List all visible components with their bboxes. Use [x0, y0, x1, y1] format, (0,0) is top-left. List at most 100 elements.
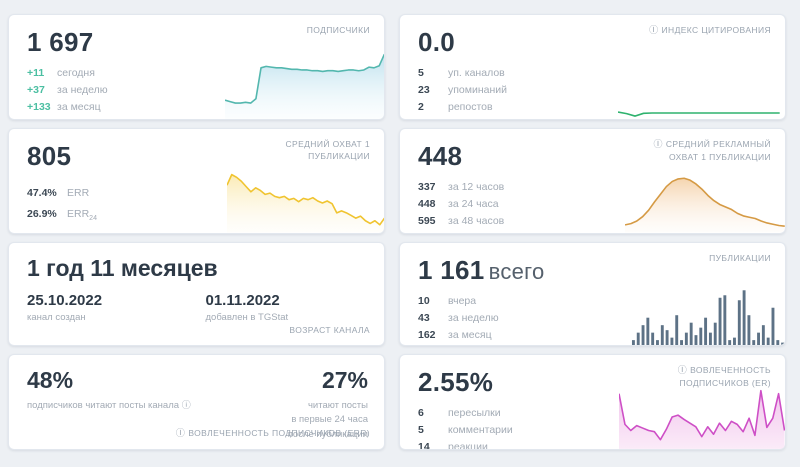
stat-label: за неделю: [57, 84, 108, 96]
added-date-block: 01.11.2022 добавлен в TGStat: [206, 292, 385, 323]
info-icon[interactable]: ⓘ: [677, 365, 688, 375]
stat-label: за 12 часов: [448, 181, 505, 193]
created-date-label: канал создан: [27, 312, 86, 323]
stat-row: 47.4% ERR: [27, 185, 384, 206]
stat-value: 5: [418, 67, 424, 79]
ad-reach-title-text: СРЕДНИЙ РЕКЛАМНЫЙ ОХВАТ 1 ПУБЛИКАЦИИ: [665, 139, 771, 163]
card-publications: ПУБЛИКАЦИИ 1 161 всего 10 вчера 43 за нед…: [399, 242, 786, 346]
stat-value: 43: [418, 312, 430, 324]
ad-reach-stats: 337 за 12 часов 448 за 24 часа 595 за 48…: [400, 172, 785, 230]
stat-label: ERR: [67, 187, 90, 199]
engagement-er-card-title: ⓘ ВОВЛЕЧЕННОСТЬ ПОДПИСЧИКОВ (ER): [653, 364, 771, 389]
subscribers-count: 1 697: [27, 27, 94, 57]
channel-age-card-title: ВОЗРАСТ КАНАЛА: [289, 324, 370, 335]
stat-value: 5: [418, 424, 424, 436]
info-icon[interactable]: ⓘ: [653, 139, 663, 149]
stat-label: уп. каналов: [448, 67, 505, 79]
publications-card-title: ПУБЛИКАЦИИ: [709, 253, 771, 263]
stat-label: репостов: [448, 101, 493, 113]
card-channel-age: 1 год 11 месяцев 25.10.2022 канал создан…: [8, 242, 385, 346]
card-citation-index: ⓘ ИНДЕКС ЦИТИРОВАНИЯ 0.0 5 уп. каналов 23…: [399, 14, 786, 120]
engagement-er-value: 2.55%: [418, 367, 494, 397]
stat-row: 448 за 24 часа: [418, 196, 785, 213]
stat-value: 6: [418, 407, 424, 419]
stat-value: 47.4%: [27, 187, 57, 199]
subscribers-area-chart: [224, 44, 384, 119]
avg-reach-card-title: СРЕДНИЙ ОХВАТ 1 ПУБЛИКАЦИИ: [285, 139, 370, 162]
channel-age-value: 1 год 11 месяцев: [27, 255, 218, 281]
publications-count: 1 161 всего: [418, 255, 545, 285]
stat-value: 10: [418, 295, 430, 307]
card-engagement-er: ⓘ ВОВЛЕЧЕННОСТЬ ПОДПИСЧИКОВ (ER) 2.55% 6 …: [399, 354, 786, 450]
stat-label: сегодня: [57, 67, 95, 79]
stat-value: 23: [418, 84, 430, 96]
stat-value: +11: [27, 67, 45, 79]
stats-dashboard: ПОДПИСЧИКИ 1 697 +11 сегодня +37 за неде…: [8, 14, 786, 450]
added-date-label: добавлен в TGStat: [205, 312, 289, 323]
stat-row: 23 упоминаний: [418, 82, 785, 99]
engagement-err-columns: 48% подписчиков читают посты канала ⓘ 27…: [9, 355, 384, 442]
created-date-block: 25.10.2022 канал создан: [27, 292, 206, 323]
subscribers-stats: +11 сегодня +37 за неделю +133 за месяц: [9, 58, 384, 116]
stat-label: комментарии: [448, 424, 513, 436]
card-engagement-err: 48% подписчиков читают посты канала ⓘ 27…: [8, 354, 385, 450]
stat-value: 448: [418, 198, 436, 210]
err-left-value: 48%: [27, 367, 74, 393]
err-left-column: 48% подписчиков читают посты канала ⓘ: [27, 367, 194, 442]
stat-label: пересылки: [448, 407, 501, 419]
stat-row: +37 за неделю: [27, 82, 384, 99]
stat-label: реакции: [448, 441, 488, 450]
stat-label: за 24 часа: [448, 198, 499, 210]
engagement-er-title-text: ВОВЛЕЧЕННОСТЬ ПОДПИСЧИКОВ (ER): [679, 365, 771, 389]
err-right-value: 27%: [321, 367, 368, 393]
info-icon[interactable]: ⓘ: [181, 400, 191, 410]
stat-value: +133: [27, 101, 51, 113]
engagement-err-card-title: ⓘ ВОВЛЕЧЕННОСТЬ ПОДПИСЧИКОВ (ERR): [176, 427, 370, 440]
stat-label: упоминаний: [448, 84, 508, 96]
engagement-er-area-chart: [619, 385, 785, 449]
stat-value: 595: [418, 215, 436, 227]
stat-row: 5 уп. каналов: [418, 65, 785, 82]
stat-label: ERR24: [67, 208, 97, 223]
stat-row: 162 за месяц: [418, 327, 785, 344]
ad-reach-area-chart: [625, 166, 785, 233]
publications-bar-chart: [631, 288, 785, 345]
stat-row: 43 за неделю: [418, 310, 785, 327]
stat-value: 2: [418, 101, 424, 113]
stat-row: 5 комментарии: [418, 422, 785, 439]
publications-stats: 10 вчера 43 за неделю 162 за месяц: [400, 286, 785, 344]
info-icon[interactable]: ⓘ: [649, 25, 659, 35]
stat-value: +37: [27, 84, 45, 96]
stat-value: 14: [418, 441, 430, 450]
stat-row: 6 пересылки: [418, 405, 785, 422]
created-date: 25.10.2022: [27, 292, 103, 309]
info-icon[interactable]: ⓘ: [175, 427, 186, 438]
stat-label: за 48 часов: [448, 215, 505, 227]
stat-row: 2 репостов: [418, 99, 785, 116]
ad-reach-value: 448: [418, 141, 463, 171]
card-subscribers: ПОДПИСЧИКИ 1 697 +11 сегодня +37 за неде…: [8, 14, 385, 120]
stat-value: 337: [418, 181, 436, 193]
avg-reach-stats: 47.4% ERR 26.9% ERR24: [9, 172, 384, 227]
stat-row: 595 за 48 часов: [418, 213, 785, 230]
stat-value: 26.9%: [27, 208, 57, 221]
added-date: 01.11.2022: [205, 292, 280, 309]
subscribers-card-title: ПОДПИСЧИКИ: [306, 25, 370, 35]
stat-value: 162: [418, 329, 436, 341]
engagement-err-title-text: ВОВЛЕЧЕННОСТЬ ПОДПИСЧИКОВ (ERR): [188, 427, 370, 438]
stat-row: +133 за месяц: [27, 99, 384, 116]
stat-label: за месяц: [448, 329, 492, 341]
citation-stats: 5 уп. каналов 23 упоминаний 2 репостов: [400, 58, 785, 116]
avg-reach-area-chart: [226, 164, 384, 233]
card-average-ad-reach: ⓘ СРЕДНИЙ РЕКЛАМНЫЙ ОХВАТ 1 ПУБЛИКАЦИИ 44…: [399, 128, 786, 234]
stat-row: 26.9% ERR24: [27, 206, 384, 227]
stat-row: 10 вчера: [418, 293, 785, 310]
err-right-label: читают посты в первые 24 часа после публ…: [287, 400, 368, 440]
err-left-label: подписчиков читают посты канала ⓘ: [27, 400, 191, 411]
avg-reach-value: 805: [27, 141, 72, 171]
publications-count-suffix: всего: [488, 259, 545, 284]
channel-age-dates: 25.10.2022 канал создан 01.11.2022 добав…: [9, 282, 384, 323]
citation-title-text: ИНДЕКС ЦИТИРОВАНИЯ: [661, 25, 771, 35]
citation-line-chart: [618, 101, 780, 117]
stat-row: +11 сегодня: [27, 65, 384, 82]
